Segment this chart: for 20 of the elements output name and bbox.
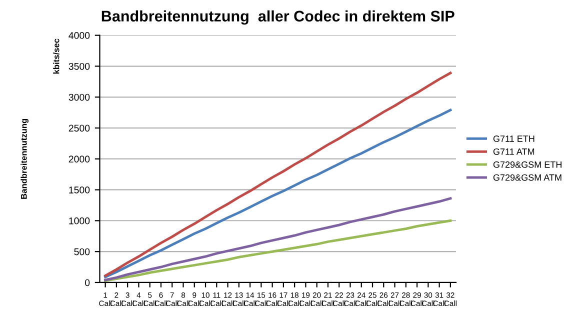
line-series — [104, 72, 452, 277]
y-tick-label: 1000 — [69, 217, 90, 224]
legend-label: G729&GSM ATM — [493, 174, 562, 181]
legend-label: G711 ETH — [493, 136, 534, 142]
y-tick-label: 3500 — [68, 62, 90, 70]
line-series — [104, 108, 452, 278]
y-tick-label: 2000 — [68, 156, 90, 163]
y-tick-label: 0 — [85, 279, 90, 286]
legend-label: G711 ATM — [493, 148, 534, 155]
y-tick-label: 500 — [74, 248, 90, 256]
y-tick-label: 3000 — [68, 94, 90, 101]
y-tick-label: 2500 — [68, 124, 90, 132]
y-axis-title: Bandbreitennutzung — [20, 118, 28, 199]
line-series — [104, 219, 452, 282]
chart-title: Bandbreitennutzung aller Codec in direktem SIP — [102, 10, 454, 25]
y-tick-label: 4000 — [68, 32, 90, 39]
y-tick-label: 1500 — [69, 186, 90, 194]
line-series — [104, 197, 452, 282]
text: kbits/sec — [53, 38, 60, 74]
legend-label: G729&GSM ETH — [493, 161, 562, 168]
